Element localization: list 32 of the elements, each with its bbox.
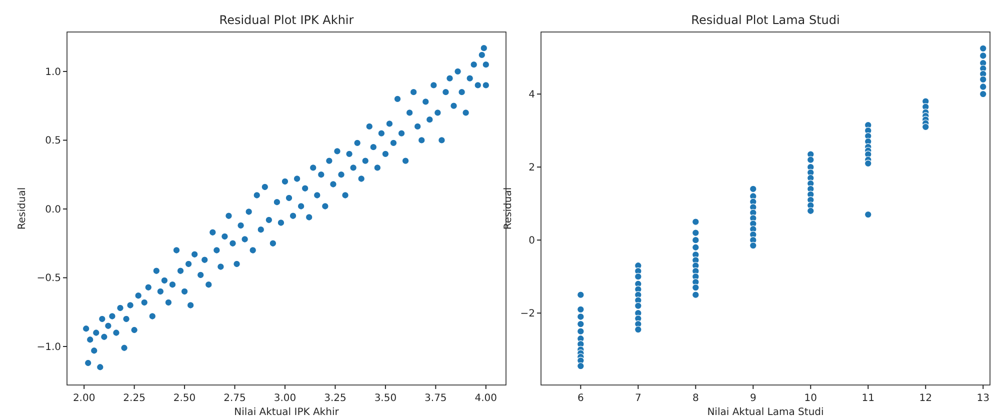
x-tick-label: 3.50 [374, 393, 397, 404]
y-tick-label: −2 [520, 308, 535, 320]
y-tick-label: 0.0 [45, 204, 61, 216]
y-tick-label: 4 [528, 90, 535, 101]
chart-title: Residual Plot IPK Akhir [219, 13, 354, 27]
x-tick-label: 10 [804, 393, 817, 404]
x-axis-title: Nilai Aktual IPK Akhir [234, 407, 340, 418]
y-axis-title: Residual [503, 187, 514, 230]
x-tick-label: 9 [750, 393, 756, 404]
x-tick-label: 3.75 [424, 393, 447, 404]
x-tick-label: 8 [692, 393, 699, 404]
x-tick-label: 3.00 [274, 393, 296, 404]
y-tick-label: 0 [528, 236, 535, 247]
x-tick-label: 12 [919, 393, 932, 404]
y-tick-label: −1.0 [36, 342, 61, 353]
x-axis-title: Nilai Aktual Lama Studi [707, 407, 824, 418]
y-tick-label: 0.5 [45, 136, 61, 147]
x-tick-label: 7 [634, 393, 642, 404]
x-tick-label: 3.25 [324, 393, 346, 404]
x-tick-label: 11 [862, 393, 874, 404]
x-tick-label: 13 [976, 393, 990, 404]
x-tick-label: 2.00 [72, 393, 96, 404]
chart-title: Residual Plot Lama Studi [691, 13, 840, 27]
y-tick-label: 1.0 [45, 66, 61, 78]
y-tick-label: 2 [528, 162, 535, 174]
x-tick-label: 4.00 [474, 393, 498, 404]
y-tick-label: −0.5 [36, 273, 61, 284]
x-tick-label: 2.75 [224, 393, 246, 404]
x-tick-label: 2.25 [123, 393, 146, 404]
x-tick-label: 6 [577, 393, 584, 404]
y-axis-title: Residual [17, 187, 28, 230]
x-tick-label: 2.50 [173, 393, 196, 404]
